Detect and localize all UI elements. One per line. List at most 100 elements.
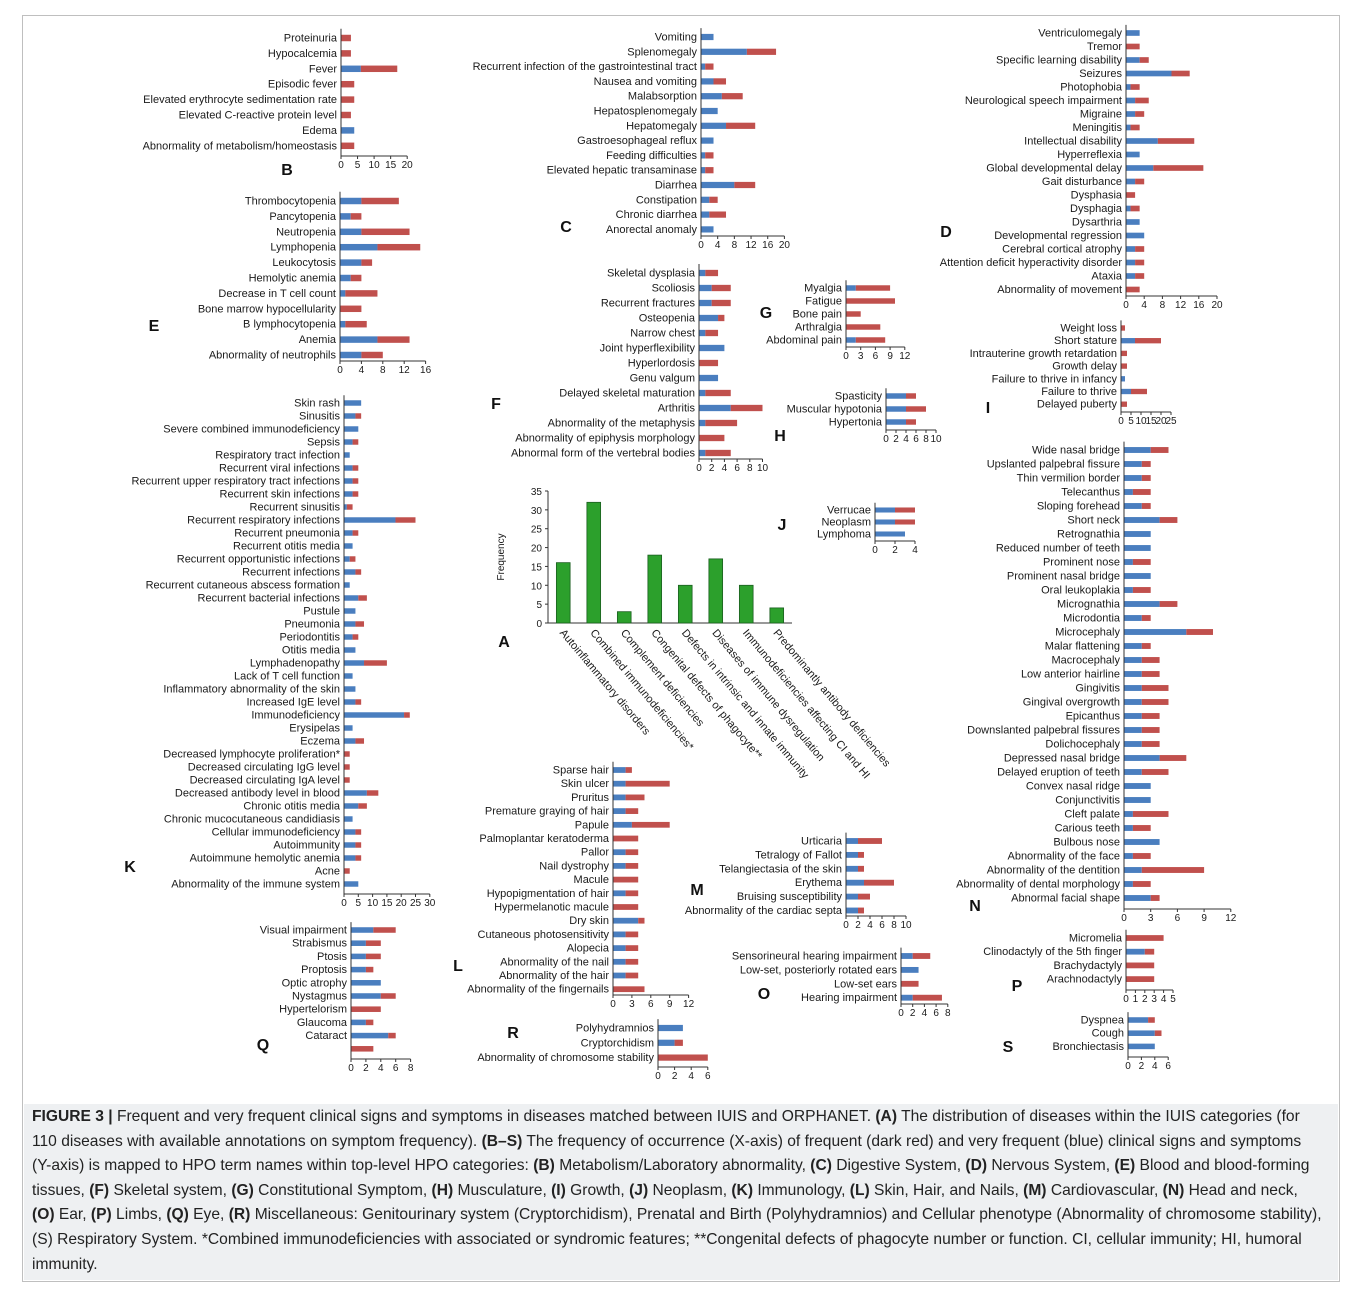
bar-frequent	[1132, 489, 1151, 495]
bar-frequent	[377, 336, 410, 343]
bar-very-frequent	[701, 107, 718, 115]
category-label: Muscular hypotonia	[787, 404, 883, 416]
bar-frequent	[1153, 165, 1204, 171]
bar-very-frequent	[344, 881, 359, 887]
bar-frequent	[1126, 962, 1155, 969]
bar-frequent	[718, 314, 725, 322]
bar-frequent	[1157, 138, 1195, 144]
category-label: Myalgia	[804, 283, 843, 295]
x-tick-label: 0	[1125, 1061, 1131, 1072]
x-tick-label: 0	[696, 463, 702, 474]
x-tick-label: 25	[410, 898, 422, 909]
x-tick-label: 2	[1139, 1061, 1145, 1072]
bar-frequent	[1135, 338, 1161, 344]
bar-frequent	[625, 945, 639, 951]
bar-very-frequent	[344, 413, 356, 419]
panel-letter: M	[690, 882, 703, 899]
bar-very-frequent	[701, 226, 714, 233]
bar-very-frequent	[613, 972, 626, 979]
x-tick-label: 2	[855, 920, 861, 931]
panel-letter: H	[774, 428, 786, 445]
category-label: Low-set, posteriorly rotated ears	[740, 964, 898, 976]
x-tick-label: 4	[378, 1063, 384, 1074]
category-label: Eczema	[300, 736, 341, 748]
bar-very-frequent	[1126, 111, 1136, 117]
panel-letter: D	[940, 224, 952, 241]
bar-very-frequent	[846, 879, 864, 886]
panel-r: Polyhydramnios Cryptorchidism Abnormality …	[477, 1019, 711, 1082]
bar-very-frequent	[613, 945, 626, 951]
category-label: Bruising susceptibility	[737, 891, 843, 903]
bar-very-frequent	[701, 181, 735, 189]
bar-frequent	[1159, 517, 1178, 523]
x-tick-label: 8	[891, 920, 897, 931]
bar-frequent	[625, 849, 639, 856]
bar-frequent	[705, 329, 719, 337]
bar-very-frequent	[1124, 769, 1142, 775]
bar-frequent	[1132, 825, 1151, 831]
bar-very-frequent	[340, 243, 378, 251]
category-label: Neutropenia	[276, 226, 337, 238]
category-label: Short stature	[1054, 335, 1117, 347]
category-label: Cellular immunodeficiency	[212, 827, 341, 839]
bar-very-frequent	[846, 851, 858, 858]
bar-frequent	[1135, 259, 1145, 266]
x-tick-label: 6	[933, 1008, 939, 1019]
bar-frequent	[705, 449, 731, 457]
category-label: Pustule	[303, 606, 340, 618]
x-tick-label: 4	[688, 1071, 694, 1082]
bar-frequent	[625, 931, 639, 938]
bar-frequent	[613, 876, 639, 883]
bar-very-frequent	[1124, 741, 1142, 747]
bar-frequent	[358, 595, 367, 601]
bar-very-frequent	[341, 65, 361, 73]
category-label: Alopecia	[567, 943, 610, 955]
category-label: Abnormality of chromosome stability	[477, 1052, 654, 1064]
bar-frequent	[355, 699, 362, 705]
x-tick-label: 12	[899, 351, 911, 362]
bar-frequent	[344, 751, 350, 757]
category-label: Cleft palate	[1064, 809, 1120, 821]
caption-panel-ref: (G)	[231, 1181, 254, 1199]
bar-frequent	[858, 865, 864, 872]
bar-frequent	[1126, 935, 1164, 941]
category-label: Edema	[302, 125, 338, 137]
bar-frequent	[1132, 881, 1151, 887]
category-label: Brachydactyly	[1054, 960, 1123, 972]
x-tick-label: 12	[1225, 913, 1237, 924]
panel-q: Visual impairmentStrabismusPtosisProptos…	[257, 922, 414, 1074]
bar-frequent	[352, 530, 359, 536]
category-label: Chronic mucocutaneous candidiasis	[164, 814, 341, 826]
bar-frequent	[1135, 97, 1149, 104]
x-tick-label: 0	[1123, 994, 1129, 1005]
x-tick-label: 5	[355, 160, 361, 171]
category-label: Decreased circulating IgA level	[190, 775, 340, 787]
bar-frequent	[345, 320, 367, 328]
caption-text: Metabolism/Laboratory abnormality,	[554, 1157, 811, 1175]
bar-very-frequent	[901, 953, 913, 959]
bar-frequent	[350, 213, 362, 220]
y-tick-label: 20	[531, 544, 543, 555]
panel-letter: F	[491, 396, 501, 413]
bar-very-frequent	[701, 78, 714, 85]
bar-very-frequent	[1124, 881, 1133, 887]
bar-very-frequent	[340, 259, 362, 266]
x-tick-label: 4	[715, 240, 721, 251]
bar-very-frequent	[344, 855, 356, 861]
x-tick-label: 15	[1145, 416, 1157, 427]
category-label: Nail dystrophy	[539, 860, 609, 872]
bar-very-frequent	[1126, 219, 1140, 225]
category-bar	[677, 584, 693, 624]
bar-frequent	[366, 790, 379, 796]
bar-very-frequent	[1124, 559, 1133, 565]
x-tick-label: 9	[1201, 913, 1207, 924]
bar-frequent	[858, 851, 864, 858]
caption-panel-ref: (H)	[431, 1181, 454, 1199]
category-label: Prominent nasal bridge	[1007, 571, 1120, 583]
category-label: Gingival overgrowth	[1023, 697, 1120, 709]
category-label: Abnormality of movement	[997, 284, 1122, 296]
category-label: Ventriculomegaly	[1038, 28, 1122, 40]
x-tick-label: 8	[1160, 300, 1166, 311]
category-label: Macule	[574, 874, 609, 886]
category-label: Otitis media	[282, 645, 341, 657]
